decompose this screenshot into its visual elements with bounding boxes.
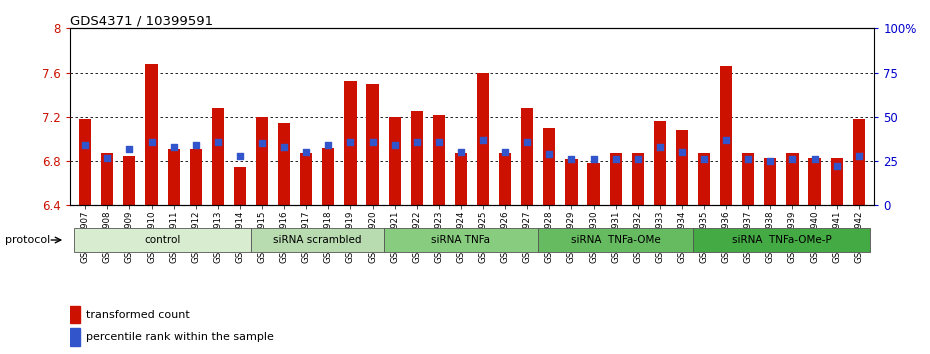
Bar	[74, 228, 251, 252]
Bar	[764, 158, 777, 205]
Bar	[538, 228, 693, 252]
Bar	[676, 130, 688, 205]
Bar	[609, 153, 621, 205]
Bar	[455, 153, 467, 205]
Bar	[808, 158, 820, 205]
Point	[100, 155, 114, 160]
Bar	[212, 108, 224, 205]
Point	[763, 158, 777, 164]
Bar	[383, 228, 538, 252]
Bar	[278, 124, 290, 205]
Point	[78, 142, 93, 148]
Bar	[521, 108, 533, 205]
Point	[365, 139, 380, 144]
Text: siRNA  TNFa-OMe-P: siRNA TNFa-OMe-P	[732, 235, 831, 245]
Point	[697, 156, 711, 162]
Bar	[366, 84, 379, 205]
Point	[409, 139, 424, 144]
Bar	[654, 121, 666, 205]
Point	[741, 156, 756, 162]
Bar	[79, 119, 91, 205]
Point	[188, 142, 203, 148]
Bar	[167, 149, 179, 205]
Bar	[693, 228, 870, 252]
Bar	[565, 159, 578, 205]
Bar	[389, 117, 401, 205]
Bar	[588, 163, 600, 205]
Point	[210, 139, 225, 144]
Bar	[344, 81, 356, 205]
Bar	[101, 153, 113, 205]
Point	[166, 144, 181, 150]
Point	[851, 153, 866, 159]
Point	[321, 142, 336, 148]
Bar	[698, 153, 711, 205]
Point	[144, 139, 159, 144]
Point	[830, 164, 844, 169]
Point	[122, 146, 137, 152]
Bar	[190, 149, 202, 205]
Bar	[411, 111, 423, 205]
Point	[785, 156, 800, 162]
Point	[255, 141, 270, 146]
Bar	[631, 153, 644, 205]
Point	[520, 139, 535, 144]
Point	[454, 149, 469, 155]
Point	[652, 144, 667, 150]
Bar	[256, 117, 268, 205]
Point	[498, 149, 512, 155]
Bar	[499, 153, 512, 205]
Text: transformed count: transformed count	[86, 310, 190, 320]
Point	[432, 139, 446, 144]
Bar	[70, 306, 80, 323]
Text: siRNA TNFa: siRNA TNFa	[432, 235, 490, 245]
Point	[232, 153, 247, 159]
Bar	[432, 115, 445, 205]
Bar	[233, 167, 246, 205]
Point	[564, 156, 578, 162]
Bar	[787, 153, 799, 205]
Text: GDS4371 / 10399591: GDS4371 / 10399591	[70, 14, 213, 27]
Point	[674, 149, 689, 155]
Point	[343, 139, 358, 144]
Bar	[742, 153, 754, 205]
Point	[631, 156, 645, 162]
Bar	[323, 148, 335, 205]
Point	[586, 156, 601, 162]
Bar	[543, 128, 555, 205]
Point	[299, 149, 313, 155]
Bar	[477, 73, 489, 205]
Point	[608, 156, 623, 162]
Point	[719, 137, 734, 143]
Bar	[145, 64, 157, 205]
Text: protocol: protocol	[5, 235, 50, 245]
Bar	[251, 228, 383, 252]
Bar	[720, 66, 732, 205]
Point	[277, 144, 292, 150]
Point	[807, 156, 822, 162]
Bar	[70, 328, 80, 346]
Text: percentile rank within the sample: percentile rank within the sample	[86, 332, 274, 342]
Bar	[853, 119, 865, 205]
Bar	[124, 155, 136, 205]
Text: siRNA scrambled: siRNA scrambled	[273, 235, 362, 245]
Point	[542, 151, 557, 157]
Text: siRNA  TNFa-OMe: siRNA TNFa-OMe	[571, 235, 660, 245]
Bar	[300, 153, 312, 205]
Point	[475, 137, 490, 143]
Point	[387, 142, 402, 148]
Bar	[830, 158, 843, 205]
Text: control: control	[144, 235, 180, 245]
